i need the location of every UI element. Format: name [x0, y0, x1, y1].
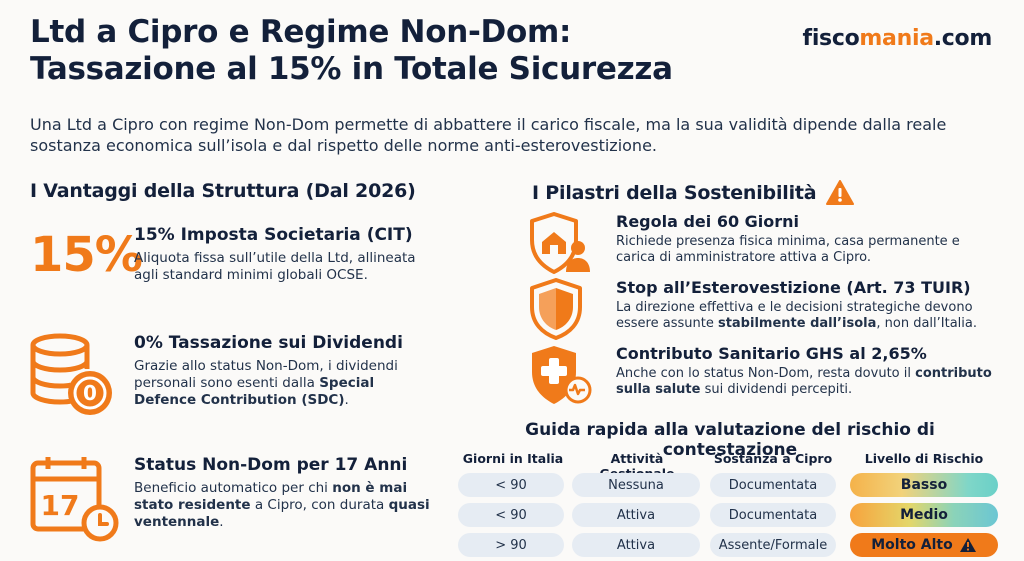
calendar-icon: 17 [30, 455, 122, 542]
pillar-body: Richiede presenza fisica minima, casa pe… [616, 234, 960, 265]
pillar-60-days: Regola dei 60 Giorni Richiede presenza f… [528, 212, 998, 274]
logo-accent: mania [859, 26, 934, 51]
pillar-body: Anche con lo status Non-Dom, resta dovut… [616, 366, 992, 397]
pillar-esterovestizione: Stop all’Esterovestizione (Art. 73 TUIR)… [528, 278, 998, 340]
pillar-title: Regola dei 60 Giorni [616, 212, 800, 231]
title-line-1: Ltd a Cipro e Regime Non-Dom: [30, 14, 572, 50]
warning-icon [959, 537, 977, 553]
feature-cit: 15% 15% Imposta Societaria (CIT) Aliquot… [30, 225, 450, 305]
shield-icon [528, 278, 598, 340]
logo-tld: .com [933, 26, 993, 51]
feature-body: Aliquota fissa sull’utile della Ltd, all… [134, 250, 416, 283]
big-percent-text: 15% [30, 227, 143, 283]
risk-badge-basso: Basso [850, 473, 998, 497]
page-title: Ltd a Cipro e Regime Non-Dom: Tassazione… [30, 14, 790, 88]
cell-attivita: Attiva [572, 503, 700, 527]
health-shield-icon [528, 344, 598, 404]
feature-dividends: 0 0% Tassazione sui Dividendi Grazie all… [30, 333, 450, 423]
logo-main: fisco [802, 26, 860, 51]
risk-badge-molto-alto: Molto Alto [850, 533, 998, 557]
coins-stack-icon: 0 [30, 333, 122, 415]
title-line-2: Tassazione al 15% in Totale Sicurezza [30, 51, 673, 87]
cell-sostanza: Assente/Formale [710, 533, 836, 557]
warning-icon [826, 180, 855, 205]
feature-nondom: 17 Status Non-Dom per 17 Anni Beneficio … [30, 455, 450, 545]
pillars-title-text: I Pilastri della Sostenibilità [532, 181, 817, 204]
site-logo[interactable]: fiscomania.com [802, 26, 993, 51]
pillar-title: Stop all’Esterovestizione (Art. 73 TUIR) [616, 278, 971, 297]
cell-attivita: Attiva [572, 533, 700, 557]
feature-title: Status Non-Dom per 17 Anni [134, 455, 408, 475]
svg-text:0: 0 [83, 381, 97, 405]
page-subtitle: Una Ltd a Cipro con regime Non-Dom perme… [30, 115, 947, 155]
feature-title: 0% Tassazione sui Dividendi [134, 333, 403, 353]
pillar-ghs: Contributo Sanitario GHS al 2,65% Anche … [528, 344, 998, 406]
cell-giorni: < 90 [458, 473, 564, 497]
pillar-title: Contributo Sanitario GHS al 2,65% [616, 344, 927, 363]
pillar-body: La direzione effettiva e le decisioni st… [616, 300, 977, 331]
header-sostanza: Sostanza a Cipro [713, 451, 833, 466]
cell-giorni: > 90 [458, 533, 564, 557]
feature-body: Beneficio automatico per chi non è mai s… [134, 480, 430, 530]
feature-title: 15% Imposta Societaria (CIT) [134, 225, 413, 245]
risk-badge-medio: Medio [850, 503, 998, 527]
percent-icon: 15% [30, 225, 143, 305]
feature-body: Grazie allo status Non-Dom, i dividendi … [134, 358, 398, 408]
calendar-number: 17 [41, 489, 80, 522]
pillars-section-title: I Pilastri della Sostenibilità [532, 180, 855, 205]
risk-guide-title: Guida rapida alla valutazione del rischi… [525, 420, 935, 460]
cell-attivita: Nessuna [572, 473, 700, 497]
advantages-section-title: I Vantaggi della Struttura (Dal 2026) [30, 180, 416, 202]
cell-sostanza: Documentata [710, 473, 836, 497]
cell-giorni: < 90 [458, 503, 564, 527]
header-giorni: Giorni in Italia [462, 451, 564, 466]
header-rischio: Livello di Rischio [864, 451, 984, 466]
cell-sostanza: Documentata [710, 503, 836, 527]
house-shield-icon [528, 212, 598, 274]
